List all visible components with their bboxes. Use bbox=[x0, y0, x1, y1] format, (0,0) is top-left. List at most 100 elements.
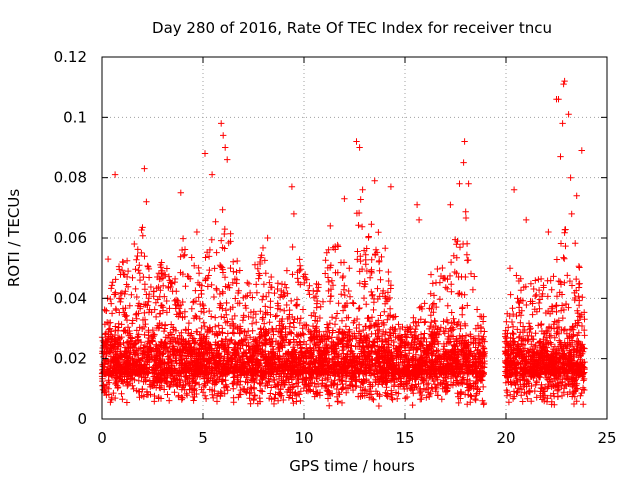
data-point bbox=[409, 401, 416, 409]
data-point bbox=[427, 271, 435, 278]
data-point bbox=[129, 317, 136, 324]
data-point bbox=[182, 283, 189, 290]
data-point bbox=[195, 270, 203, 277]
data-point bbox=[357, 390, 365, 397]
data-point bbox=[275, 382, 282, 389]
data-point bbox=[284, 290, 291, 297]
data-point bbox=[550, 345, 557, 353]
data-point bbox=[338, 317, 346, 324]
data-point bbox=[388, 394, 395, 402]
data-point bbox=[328, 314, 336, 321]
data-point bbox=[180, 252, 188, 259]
data-point bbox=[448, 327, 456, 334]
data-point bbox=[326, 402, 333, 409]
data-point bbox=[430, 377, 437, 385]
data-point bbox=[561, 226, 569, 233]
data-point bbox=[554, 380, 562, 387]
data-point bbox=[459, 380, 466, 388]
data-point bbox=[578, 389, 585, 397]
data-point bbox=[369, 395, 376, 402]
data-point bbox=[311, 380, 318, 387]
data-point bbox=[548, 398, 555, 405]
data-point bbox=[427, 390, 434, 397]
data-point bbox=[517, 347, 524, 354]
data-point bbox=[456, 244, 464, 251]
data-point bbox=[200, 309, 208, 316]
data-point bbox=[253, 289, 261, 296]
data-point bbox=[527, 325, 534, 332]
data-point bbox=[326, 298, 334, 305]
data-point bbox=[118, 321, 125, 328]
data-point bbox=[322, 270, 329, 277]
data-point bbox=[386, 329, 393, 336]
data-point bbox=[575, 329, 582, 336]
data-point bbox=[112, 394, 119, 402]
data-point bbox=[356, 304, 363, 312]
data-point bbox=[161, 386, 168, 393]
data-point bbox=[579, 294, 586, 301]
data-point bbox=[338, 386, 345, 393]
data-point bbox=[167, 382, 174, 389]
data-point bbox=[219, 338, 226, 345]
data-point bbox=[472, 396, 479, 404]
data-point bbox=[503, 318, 510, 325]
data-point bbox=[188, 389, 196, 396]
data-point bbox=[439, 381, 446, 388]
data-point bbox=[164, 391, 171, 398]
data-point bbox=[533, 291, 540, 299]
data-point bbox=[248, 385, 255, 392]
data-point bbox=[247, 384, 254, 391]
data-point bbox=[293, 296, 301, 303]
data-point bbox=[246, 334, 254, 341]
data-point bbox=[249, 327, 256, 334]
data-point bbox=[553, 330, 560, 337]
data-point bbox=[133, 327, 140, 334]
data-point bbox=[472, 325, 480, 332]
data-point bbox=[403, 393, 411, 401]
data-point bbox=[438, 396, 445, 403]
data-point bbox=[123, 399, 131, 406]
data-point bbox=[527, 280, 535, 287]
data-point bbox=[528, 398, 535, 405]
data-point bbox=[427, 322, 434, 330]
data-point bbox=[581, 332, 588, 339]
data-point bbox=[188, 305, 195, 312]
data-point bbox=[205, 356, 212, 363]
data-point bbox=[209, 380, 216, 387]
data-point bbox=[230, 385, 237, 392]
data-point bbox=[538, 385, 546, 392]
data-point bbox=[410, 390, 417, 397]
chart-title: Day 280 of 2016, Rate Of TEC Index for r… bbox=[152, 19, 552, 37]
data-point bbox=[462, 208, 469, 215]
data-point bbox=[274, 280, 282, 287]
data-point bbox=[449, 382, 457, 389]
data-point bbox=[540, 393, 547, 401]
data-point bbox=[528, 382, 535, 390]
data-point bbox=[246, 390, 253, 397]
data-point bbox=[171, 275, 179, 283]
data-point bbox=[253, 281, 260, 288]
data-point bbox=[108, 285, 115, 292]
data-point bbox=[558, 392, 566, 400]
data-point bbox=[271, 394, 279, 402]
data-point bbox=[402, 395, 409, 402]
data-point bbox=[107, 399, 114, 406]
data-point bbox=[335, 389, 342, 397]
data-point bbox=[379, 381, 386, 388]
data-point bbox=[196, 381, 203, 388]
data-point bbox=[144, 262, 151, 270]
data-point bbox=[280, 352, 287, 360]
data-point bbox=[247, 376, 255, 383]
data-point bbox=[328, 277, 336, 284]
data-point bbox=[434, 392, 441, 399]
data-point bbox=[431, 381, 439, 388]
data-point bbox=[189, 299, 197, 306]
data-point bbox=[421, 330, 428, 337]
data-point bbox=[118, 289, 126, 297]
data-point bbox=[367, 381, 374, 388]
data-point bbox=[554, 387, 561, 394]
data-point bbox=[234, 257, 241, 265]
data-point bbox=[297, 388, 304, 395]
data-point bbox=[387, 391, 395, 398]
data-point bbox=[479, 318, 487, 325]
